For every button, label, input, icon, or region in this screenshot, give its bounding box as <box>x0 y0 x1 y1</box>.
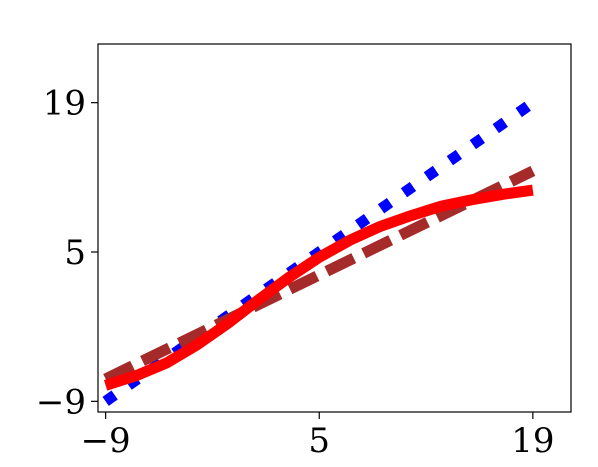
y-tick-label: 5 <box>64 233 86 273</box>
y-tick-label: −9 <box>36 382 86 422</box>
x-tick-label: 19 <box>511 421 554 461</box>
y-tick-label: 19 <box>43 84 86 124</box>
x-tick-label: −9 <box>81 421 131 461</box>
x-tick-label: 5 <box>308 421 330 461</box>
series-layer <box>102 98 537 406</box>
ticks-layer: −9 5 19 −9 5 19 <box>36 84 555 461</box>
series-line-solid <box>103 184 534 391</box>
plot-frame <box>97 43 572 413</box>
